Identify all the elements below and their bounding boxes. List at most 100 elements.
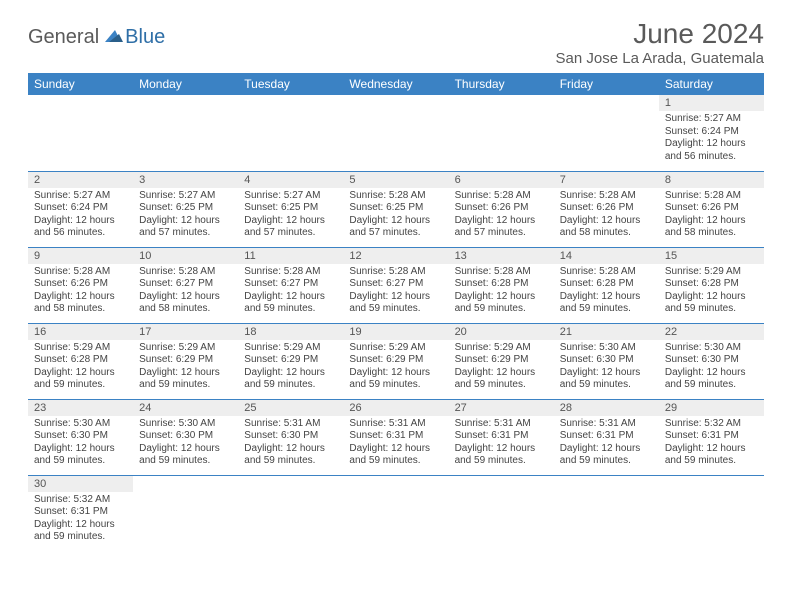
calendar-cell: 3Sunrise: 5:27 AMSunset: 6:25 PMDaylight… xyxy=(133,171,238,247)
weekday-header: Saturday xyxy=(659,73,764,95)
sunset-text: Sunset: 6:26 PM xyxy=(34,278,127,291)
daylight-text: Daylight: 12 hours and 59 minutes. xyxy=(455,291,548,316)
day-number: 26 xyxy=(343,400,448,416)
day-number: 19 xyxy=(343,324,448,340)
weekday-header: Sunday xyxy=(28,73,133,95)
sunset-text: Sunset: 6:30 PM xyxy=(560,354,653,367)
calendar-cell: 27Sunrise: 5:31 AMSunset: 6:31 PMDayligh… xyxy=(449,399,554,475)
calendar-cell: 29Sunrise: 5:32 AMSunset: 6:31 PMDayligh… xyxy=(659,399,764,475)
daylight-text: Daylight: 12 hours and 59 minutes. xyxy=(349,291,442,316)
daylight-text: Daylight: 12 hours and 56 minutes. xyxy=(34,215,127,240)
calendar-cell: 5Sunrise: 5:28 AMSunset: 6:25 PMDaylight… xyxy=(343,171,448,247)
calendar-cell: 17Sunrise: 5:29 AMSunset: 6:29 PMDayligh… xyxy=(133,323,238,399)
daylight-text: Daylight: 12 hours and 59 minutes. xyxy=(244,367,337,392)
sunset-text: Sunset: 6:31 PM xyxy=(34,506,127,519)
sunset-text: Sunset: 6:31 PM xyxy=(560,430,653,443)
sunset-text: Sunset: 6:26 PM xyxy=(560,202,653,215)
sunset-text: Sunset: 6:27 PM xyxy=(244,278,337,291)
weekday-header: Tuesday xyxy=(238,73,343,95)
daylight-text: Daylight: 12 hours and 59 minutes. xyxy=(34,443,127,468)
calendar-cell xyxy=(449,95,554,171)
sunrise-text: Sunrise: 5:30 AM xyxy=(139,418,232,431)
weekday-header-row: Sunday Monday Tuesday Wednesday Thursday… xyxy=(28,73,764,95)
day-number: 2 xyxy=(28,172,133,188)
daylight-text: Daylight: 12 hours and 59 minutes. xyxy=(244,443,337,468)
day-details: Sunrise: 5:32 AMSunset: 6:31 PMDaylight:… xyxy=(659,416,764,472)
day-details: Sunrise: 5:31 AMSunset: 6:31 PMDaylight:… xyxy=(449,416,554,472)
day-number: 7 xyxy=(554,172,659,188)
calendar-cell: 9Sunrise: 5:28 AMSunset: 6:26 PMDaylight… xyxy=(28,247,133,323)
day-details: Sunrise: 5:28 AMSunset: 6:27 PMDaylight:… xyxy=(238,264,343,320)
sunrise-text: Sunrise: 5:32 AM xyxy=(665,418,758,431)
calendar-cell: 6Sunrise: 5:28 AMSunset: 6:26 PMDaylight… xyxy=(449,171,554,247)
sunrise-text: Sunrise: 5:31 AM xyxy=(349,418,442,431)
day-details: Sunrise: 5:32 AMSunset: 6:31 PMDaylight:… xyxy=(28,492,133,548)
calendar-cell: 22Sunrise: 5:30 AMSunset: 6:30 PMDayligh… xyxy=(659,323,764,399)
sunset-text: Sunset: 6:28 PM xyxy=(34,354,127,367)
day-details: Sunrise: 5:29 AMSunset: 6:29 PMDaylight:… xyxy=(449,340,554,396)
calendar-cell: 25Sunrise: 5:31 AMSunset: 6:30 PMDayligh… xyxy=(238,399,343,475)
sunrise-text: Sunrise: 5:28 AM xyxy=(560,190,653,203)
day-number: 13 xyxy=(449,248,554,264)
location-subtitle: San Jose La Arada, Guatemala xyxy=(556,50,764,67)
daylight-text: Daylight: 12 hours and 59 minutes. xyxy=(349,443,442,468)
calendar-cell: 10Sunrise: 5:28 AMSunset: 6:27 PMDayligh… xyxy=(133,247,238,323)
day-details: Sunrise: 5:27 AMSunset: 6:24 PMDaylight:… xyxy=(659,111,764,167)
day-details: Sunrise: 5:31 AMSunset: 6:30 PMDaylight:… xyxy=(238,416,343,472)
sunset-text: Sunset: 6:30 PM xyxy=(34,430,127,443)
sunrise-text: Sunrise: 5:28 AM xyxy=(244,266,337,279)
day-number: 30 xyxy=(28,476,133,492)
calendar-cell xyxy=(554,95,659,171)
calendar-cell: 30Sunrise: 5:32 AMSunset: 6:31 PMDayligh… xyxy=(28,475,133,551)
day-number: 25 xyxy=(238,400,343,416)
day-number: 1 xyxy=(659,95,764,111)
calendar-row: 23Sunrise: 5:30 AMSunset: 6:30 PMDayligh… xyxy=(28,399,764,475)
sunrise-text: Sunrise: 5:28 AM xyxy=(349,190,442,203)
day-details: Sunrise: 5:27 AMSunset: 6:24 PMDaylight:… xyxy=(28,188,133,244)
sunrise-text: Sunrise: 5:28 AM xyxy=(455,190,548,203)
weekday-header: Friday xyxy=(554,73,659,95)
sunset-text: Sunset: 6:26 PM xyxy=(455,202,548,215)
calendar-cell: 24Sunrise: 5:30 AMSunset: 6:30 PMDayligh… xyxy=(133,399,238,475)
calendar-cell: 8Sunrise: 5:28 AMSunset: 6:26 PMDaylight… xyxy=(659,171,764,247)
sunset-text: Sunset: 6:31 PM xyxy=(455,430,548,443)
header: General Blue June 2024 San Jose La Arada… xyxy=(28,18,764,67)
sunset-text: Sunset: 6:28 PM xyxy=(665,278,758,291)
sunset-text: Sunset: 6:30 PM xyxy=(665,354,758,367)
day-number: 14 xyxy=(554,248,659,264)
sunset-text: Sunset: 6:25 PM xyxy=(139,202,232,215)
daylight-text: Daylight: 12 hours and 59 minutes. xyxy=(665,443,758,468)
sunrise-text: Sunrise: 5:29 AM xyxy=(455,342,548,355)
day-details: Sunrise: 5:31 AMSunset: 6:31 PMDaylight:… xyxy=(554,416,659,472)
calendar-cell: 11Sunrise: 5:28 AMSunset: 6:27 PMDayligh… xyxy=(238,247,343,323)
sunset-text: Sunset: 6:29 PM xyxy=(455,354,548,367)
calendar-cell xyxy=(659,475,764,551)
day-details: Sunrise: 5:28 AMSunset: 6:26 PMDaylight:… xyxy=(28,264,133,320)
calendar-row: 30Sunrise: 5:32 AMSunset: 6:31 PMDayligh… xyxy=(28,475,764,551)
calendar-cell xyxy=(449,475,554,551)
daylight-text: Daylight: 12 hours and 59 minutes. xyxy=(455,367,548,392)
sunrise-text: Sunrise: 5:28 AM xyxy=(560,266,653,279)
calendar-table: Sunday Monday Tuesday Wednesday Thursday… xyxy=(28,73,764,551)
daylight-text: Daylight: 12 hours and 59 minutes. xyxy=(34,519,127,544)
sunrise-text: Sunrise: 5:30 AM xyxy=(665,342,758,355)
sail-icon xyxy=(103,28,125,44)
sunset-text: Sunset: 6:26 PM xyxy=(665,202,758,215)
sunrise-text: Sunrise: 5:28 AM xyxy=(665,190,758,203)
day-details: Sunrise: 5:29 AMSunset: 6:28 PMDaylight:… xyxy=(28,340,133,396)
sunset-text: Sunset: 6:29 PM xyxy=(349,354,442,367)
sunset-text: Sunset: 6:28 PM xyxy=(455,278,548,291)
day-number: 10 xyxy=(133,248,238,264)
day-number: 24 xyxy=(133,400,238,416)
day-number: 11 xyxy=(238,248,343,264)
day-details: Sunrise: 5:30 AMSunset: 6:30 PMDaylight:… xyxy=(659,340,764,396)
sunset-text: Sunset: 6:31 PM xyxy=(665,430,758,443)
daylight-text: Daylight: 12 hours and 59 minutes. xyxy=(665,367,758,392)
day-number: 28 xyxy=(554,400,659,416)
day-details: Sunrise: 5:28 AMSunset: 6:27 PMDaylight:… xyxy=(133,264,238,320)
sunrise-text: Sunrise: 5:31 AM xyxy=(244,418,337,431)
day-details: Sunrise: 5:28 AMSunset: 6:26 PMDaylight:… xyxy=(659,188,764,244)
day-number: 17 xyxy=(133,324,238,340)
day-details: Sunrise: 5:28 AMSunset: 6:27 PMDaylight:… xyxy=(343,264,448,320)
calendar-cell: 16Sunrise: 5:29 AMSunset: 6:28 PMDayligh… xyxy=(28,323,133,399)
